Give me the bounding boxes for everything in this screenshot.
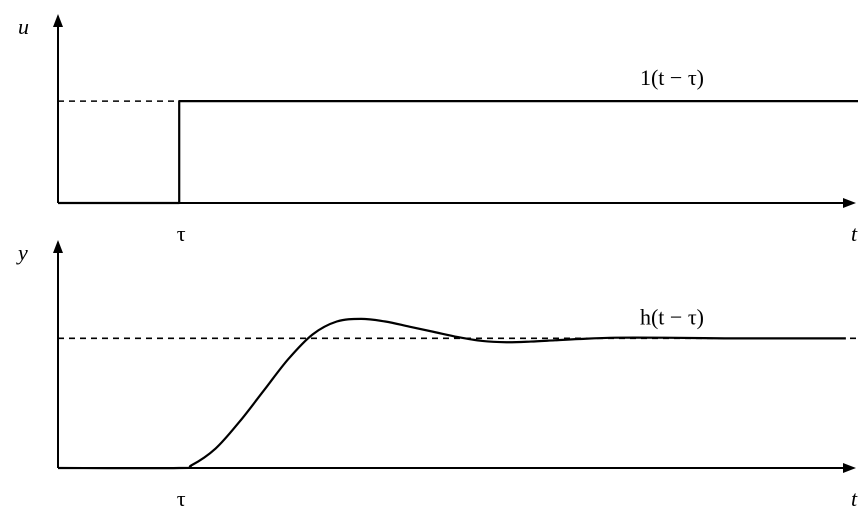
transient-response-series	[57, 317, 846, 470]
u-axis-arrowhead	[53, 14, 63, 27]
transient-response-label: h(t − τ)	[640, 304, 704, 329]
y-axis-arrowhead	[53, 240, 63, 253]
output-response-panel: y t τ h(t − τ)	[16, 240, 858, 511]
t-axis-bottom-label: t	[851, 486, 858, 511]
tau-tick-top: τ	[177, 221, 186, 246]
step-input-label: 1(t − τ)	[640, 65, 704, 90]
y-axis-label: y	[16, 240, 28, 265]
t-axis-bottom-arrowhead	[843, 463, 856, 473]
t-axis-top-arrowhead	[843, 198, 856, 208]
input-step-panel: u t τ 1(t − τ)	[18, 14, 858, 246]
u-axis-label: u	[18, 14, 29, 39]
t-axis-top-label: t	[851, 221, 858, 246]
step-input-series	[58, 100, 858, 205]
tau-tick-bottom: τ	[177, 486, 186, 511]
